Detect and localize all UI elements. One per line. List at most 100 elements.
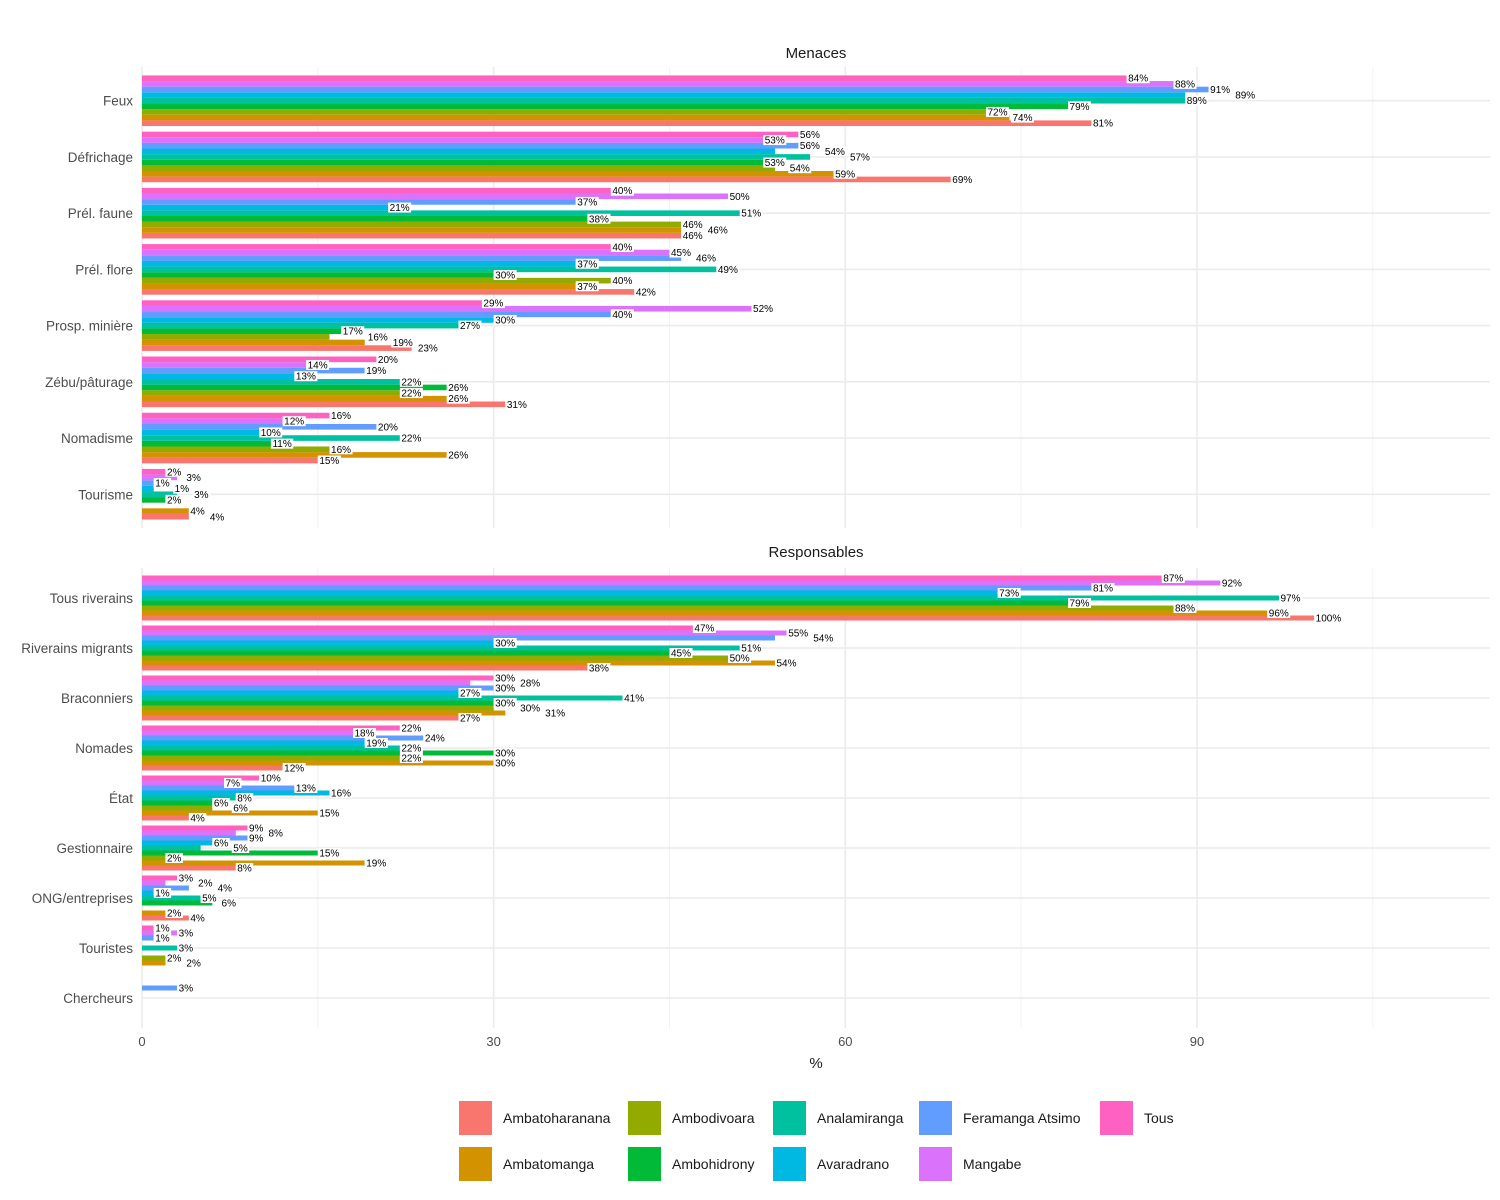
data-label-bg [774, 658, 798, 668]
data-label: 47% [694, 624, 714, 635]
data-label: 38% [589, 664, 609, 675]
bar [142, 334, 330, 340]
data-label-bg [1220, 578, 1244, 588]
bar [142, 680, 471, 686]
bar [142, 835, 248, 841]
bar [142, 725, 400, 731]
bar [142, 193, 729, 200]
data-label-bg [518, 678, 542, 688]
bar [142, 81, 1174, 87]
category-label: Zébu/pâturage [45, 375, 133, 390]
data-label-bg [739, 208, 763, 219]
data-label: 19% [366, 739, 386, 750]
data-label: 3% [186, 473, 201, 484]
bar [142, 92, 1186, 98]
legend-label: Tous [1144, 1110, 1174, 1126]
data-label-bg [220, 898, 238, 908]
data-label: 91% [1210, 85, 1230, 96]
bar [142, 508, 189, 514]
category-label: Tourisme [78, 487, 133, 502]
data-label: 54% [776, 659, 796, 670]
data-label: 22% [401, 389, 421, 400]
data-label-bg [153, 888, 172, 898]
data-label: 2% [186, 959, 201, 970]
legend-label: Analamiranga [817, 1110, 904, 1126]
x-tick-label: 90 [1190, 1034, 1204, 1049]
legend-label: Avaradrano [817, 1156, 889, 1172]
data-label: 57% [850, 152, 870, 163]
bar [142, 283, 576, 290]
bar [142, 199, 576, 205]
data-label: 89% [1187, 96, 1207, 107]
data-label-bg [493, 758, 517, 768]
data-label: 5% [202, 894, 217, 905]
data-label: 31% [507, 400, 527, 411]
data-label: 19% [366, 859, 386, 870]
data-label-bg [294, 371, 318, 382]
data-label: 22% [401, 434, 421, 445]
bar [142, 497, 166, 503]
data-label: 6% [214, 799, 229, 810]
data-label-bg [1314, 613, 1343, 623]
bar [142, 474, 178, 481]
data-label: 6% [233, 804, 248, 815]
data-label-bg [423, 733, 447, 743]
data-label-bg [518, 703, 542, 713]
data-label-bg [610, 241, 634, 252]
data-label-bg [763, 135, 787, 146]
data-label-bg [235, 863, 254, 873]
data-label: 45% [671, 649, 691, 660]
bar [142, 103, 1069, 110]
bar [142, 600, 1069, 606]
data-label-bg [798, 129, 822, 140]
legend: Ambatoharanana Ambodivoara Analamiranga Fer… [459, 1101, 1174, 1181]
data-label-bg [399, 753, 423, 763]
bar [142, 210, 740, 216]
data-label: 22% [401, 724, 421, 735]
data-label: 27% [460, 689, 480, 700]
data-label-bg [399, 723, 423, 733]
data-label-bg [188, 913, 207, 923]
bar [142, 880, 166, 886]
bar [142, 635, 775, 641]
bar [142, 289, 635, 295]
data-label-bg [282, 416, 306, 427]
data-label: 20% [378, 355, 398, 366]
legend-swatch [773, 1147, 806, 1181]
category-label: Tous riverains [50, 591, 134, 606]
bar [142, 171, 834, 177]
bar [142, 655, 729, 661]
data-label-bg [610, 309, 634, 320]
bar [142, 142, 799, 149]
bar [142, 97, 1186, 104]
bar [142, 840, 213, 846]
bar [142, 227, 682, 233]
data-label: 73% [999, 589, 1019, 600]
data-label: 30% [495, 271, 515, 282]
data-label-bg [165, 466, 183, 477]
category-label: Riverains migrants [21, 641, 133, 656]
data-label: 54% [790, 164, 810, 175]
bar [142, 390, 400, 396]
bar [142, 395, 447, 402]
data-label-bg [505, 399, 529, 410]
bar [142, 345, 412, 351]
data-label-bg [446, 382, 470, 393]
bar [142, 780, 225, 786]
data-label-bg [208, 511, 226, 522]
data-label: 96% [1269, 609, 1289, 620]
data-label-bg [1068, 598, 1092, 608]
data-label: 46% [696, 254, 716, 265]
bar [142, 845, 201, 851]
data-label: 4% [190, 914, 205, 925]
data-label-bg [669, 247, 693, 258]
data-label-bg [1161, 573, 1185, 583]
data-label: 2% [167, 467, 182, 478]
category-label: Feux [103, 94, 133, 109]
data-label: 8% [268, 829, 283, 840]
bar [142, 745, 400, 751]
data-label: 52% [753, 304, 773, 315]
data-label: 69% [952, 175, 972, 186]
data-label-bg [188, 506, 207, 517]
bar [142, 705, 494, 711]
